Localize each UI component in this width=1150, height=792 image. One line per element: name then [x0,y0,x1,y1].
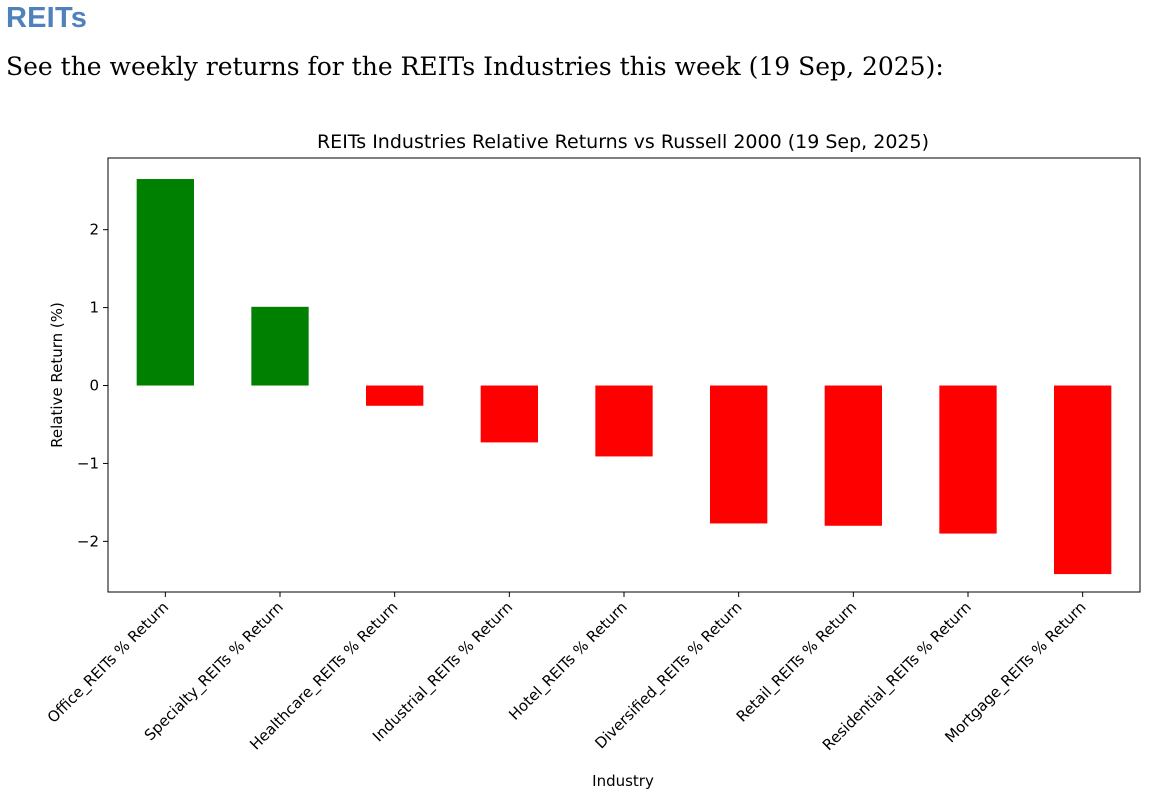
section-heading: REITs [6,2,88,34]
bar [595,385,653,457]
bar [366,385,424,406]
bar [251,306,309,386]
chart-title: REITs Industries Relative Returns vs Rus… [317,131,929,153]
y-tick-label: 1 [89,299,99,317]
y-tick-label: −2 [77,532,99,550]
bar [136,179,194,386]
x-axis-label: Industry [592,772,654,790]
y-tick-label: −1 [77,454,99,472]
x-tick-label: Retail_REITs % Return [733,598,861,726]
bar [1054,385,1112,575]
x-tick-label: Hotel_REITs % Return [505,598,631,724]
intro-text: See the weekly returns for the REITs Ind… [6,52,944,81]
bar [710,385,768,524]
bar [480,385,538,443]
y-axis-label: Relative Return (%) [48,302,66,448]
y-tick-label: 0 [89,377,99,395]
bar [824,385,882,526]
bar [939,385,997,534]
y-tick-label: 2 [89,221,99,239]
x-tick-label: Office_REITs % Return [44,598,173,727]
